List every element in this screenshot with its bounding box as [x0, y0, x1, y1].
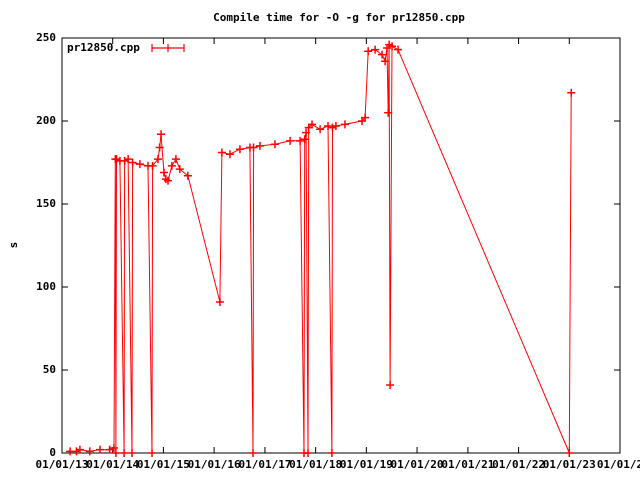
point-marker — [148, 161, 157, 170]
y-tick-label: 50 — [43, 363, 56, 376]
point-marker — [304, 449, 313, 457]
series-line — [70, 44, 572, 454]
point-marker — [249, 143, 258, 152]
point-marker — [394, 45, 403, 54]
point-marker — [157, 130, 166, 139]
y-tick-label: 100 — [36, 280, 56, 293]
point-marker — [567, 88, 576, 97]
x-tick-label: 01/01/15 — [137, 458, 190, 471]
y-axis-label: s — [7, 242, 20, 249]
point-marker — [109, 444, 118, 453]
point-marker — [302, 128, 311, 137]
point-marker — [128, 158, 137, 167]
x-tick-label: 01/01/16 — [188, 458, 241, 471]
point-marker — [124, 155, 133, 164]
point-marker — [300, 135, 309, 144]
point-marker — [388, 42, 397, 51]
x-tick-label: 01/01/20 — [391, 458, 444, 471]
point-marker — [327, 449, 336, 457]
point-marker — [340, 120, 349, 129]
point-marker — [75, 445, 84, 454]
point-marker — [255, 141, 264, 150]
point-marker — [361, 113, 370, 122]
x-tick-label: 01/01/14 — [86, 458, 139, 471]
point-marker — [215, 297, 224, 306]
point-marker — [384, 108, 393, 117]
x-tick-label: 01/01/17 — [238, 458, 291, 471]
point-marker — [85, 447, 94, 456]
point-marker — [249, 449, 258, 457]
point-marker — [167, 161, 176, 170]
point-marker — [163, 176, 172, 185]
point-marker — [105, 445, 114, 454]
point-marker — [386, 380, 395, 389]
point-marker — [111, 449, 120, 457]
y-tick-label: 0 — [49, 446, 56, 459]
point-marker — [296, 136, 305, 145]
point-marker — [364, 47, 373, 56]
point-marker — [286, 136, 295, 145]
point-marker — [225, 150, 234, 159]
point-marker — [120, 156, 129, 165]
point-marker — [328, 123, 337, 132]
point-marker — [308, 120, 317, 129]
point-marker — [183, 171, 192, 180]
y-tick-label: 150 — [36, 197, 56, 210]
point-marker — [95, 445, 104, 454]
point-marker — [331, 121, 340, 130]
x-tick-label: 01/01/22 — [492, 458, 545, 471]
x-tick-label: 01/01/2 — [597, 458, 640, 471]
y-tick-label: 200 — [36, 114, 56, 127]
x-tick-label: 01/01/13 — [36, 458, 89, 471]
point-marker — [565, 449, 574, 457]
point-marker — [120, 449, 129, 457]
plot-border — [61, 37, 621, 454]
point-marker — [378, 50, 387, 59]
point-marker — [371, 45, 380, 54]
x-tick-label: 01/01/21 — [441, 458, 494, 471]
point-marker — [316, 125, 325, 134]
legend-label: pr12850.cpp — [67, 41, 140, 54]
x-tick-label: 01/01/19 — [340, 458, 393, 471]
point-marker — [153, 155, 162, 164]
y-tick-label: 250 — [36, 31, 56, 44]
point-marker — [159, 168, 168, 177]
point-marker — [324, 121, 333, 130]
point-marker — [128, 449, 137, 457]
legend-swatch — [151, 44, 185, 52]
point-marker — [148, 449, 157, 457]
point-marker — [72, 447, 81, 456]
point-marker — [155, 143, 164, 152]
x-tick-label: 01/01/23 — [543, 458, 596, 471]
point-marker — [381, 57, 390, 66]
point-marker — [135, 160, 144, 169]
point-marker — [112, 155, 121, 164]
point-marker — [235, 145, 244, 154]
x-tick-label: 01/01/18 — [289, 458, 342, 471]
point-marker — [270, 140, 279, 149]
point-marker — [171, 155, 180, 164]
point-marker — [175, 165, 184, 174]
point-marker — [217, 148, 226, 157]
chart-title: Compile time for -O -g for pr12850.cpp — [213, 11, 465, 24]
